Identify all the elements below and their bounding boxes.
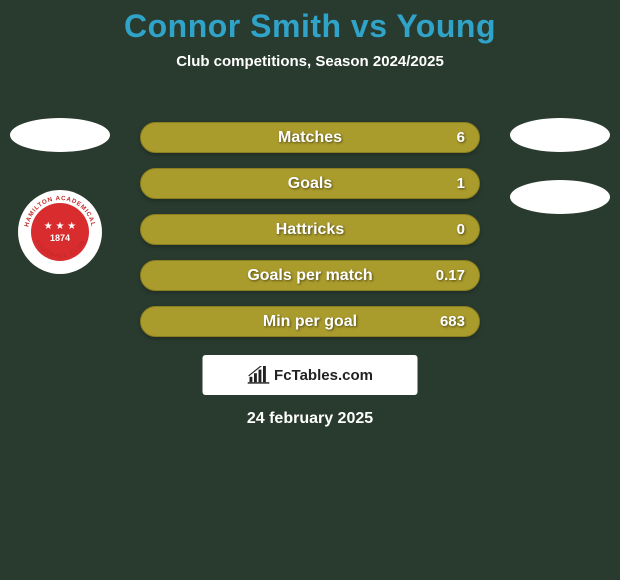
stats-bars: Matches 6 Goals 1 Hattricks 0 Goals per … <box>140 122 480 337</box>
player-photo-placeholder-right <box>510 118 610 152</box>
bar-chart-icon <box>247 366 269 384</box>
stat-label: Min per goal <box>141 313 479 331</box>
stat-row-min-per-goal: Min per goal 683 <box>140 306 480 337</box>
stat-label: Hattricks <box>141 221 479 239</box>
right-player-column <box>510 118 610 214</box>
stat-label: Goals per match <box>141 267 479 285</box>
stat-value: 0.17 <box>436 267 465 284</box>
page-title: Connor Smith vs Young <box>0 0 620 45</box>
stat-value: 683 <box>440 313 465 330</box>
stat-value: 1 <box>457 175 465 192</box>
player-photo-placeholder-left <box>10 118 110 152</box>
attribution-badge[interactable]: FcTables.com <box>203 355 418 395</box>
attribution-text: FcTables.com <box>274 367 373 384</box>
subtitle: Club competitions, Season 2024/2025 <box>0 53 620 70</box>
stat-row-goals: Goals 1 <box>140 168 480 199</box>
svg-text:HAMILTON ACADEMICAL: HAMILTON ACADEMICAL <box>23 195 96 228</box>
date-label: 24 february 2025 <box>0 410 620 428</box>
stat-row-hattricks: Hattricks 0 <box>140 214 480 245</box>
stat-row-matches: Matches 6 <box>140 122 480 153</box>
stat-label: Goals <box>141 175 479 193</box>
svg-text:FOOTBALL CLUB: FOOTBALL CLUB <box>33 239 87 260</box>
stat-label: Matches <box>141 129 479 147</box>
club-badge-hamilton: HAMILTON ACADEMICAL FOOTBALL CLUB ★ ★ ★ … <box>18 190 102 274</box>
badge-ring-text: HAMILTON ACADEMICAL FOOTBALL CLUB <box>18 190 102 274</box>
stat-row-goals-per-match: Goals per match 0.17 <box>140 260 480 291</box>
stat-value: 6 <box>457 129 465 146</box>
left-player-column: HAMILTON ACADEMICAL FOOTBALL CLUB ★ ★ ★ … <box>10 118 110 274</box>
club-badge-placeholder-right <box>510 180 610 214</box>
stat-value: 0 <box>457 221 465 238</box>
